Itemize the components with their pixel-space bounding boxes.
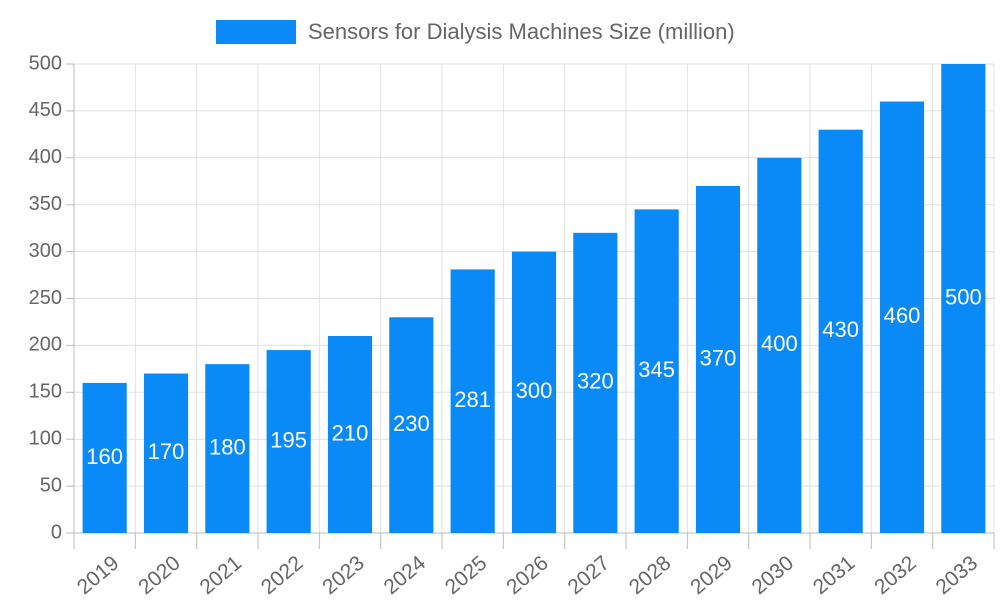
- data-label: 500: [945, 284, 982, 309]
- data-label: 170: [148, 439, 185, 464]
- bar: [450, 269, 495, 533]
- x-tick-label: 2024: [380, 551, 431, 599]
- data-label: 281: [454, 387, 491, 412]
- bar: [634, 209, 679, 533]
- y-tick-label: 100: [29, 427, 62, 449]
- data-label: 180: [209, 434, 246, 459]
- bar: [327, 336, 373, 533]
- bar: [82, 382, 127, 533]
- y-tick-label: 300: [29, 240, 62, 262]
- x-tick-label: 2029: [686, 551, 737, 599]
- y-tick-label: 500: [29, 52, 62, 74]
- y-tick-label: 450: [29, 99, 62, 121]
- y-tick-label: 400: [29, 146, 62, 168]
- bar: [757, 157, 802, 534]
- bar: [573, 232, 618, 533]
- data-label: 370: [700, 345, 737, 370]
- bar: [205, 364, 250, 533]
- bar: [389, 317, 434, 533]
- bar: [941, 64, 986, 533]
- x-tick-label: 2026: [502, 551, 553, 599]
- data-label: 400: [761, 331, 798, 356]
- legend-label: Sensors for Dialysis Machines Size (mill…: [308, 19, 735, 44]
- data-label: 300: [516, 378, 553, 403]
- x-tick-label: 2032: [870, 551, 921, 599]
- x-tick-label: 2031: [809, 551, 860, 599]
- x-tick-label: 2028: [625, 551, 676, 599]
- data-label: 210: [332, 420, 369, 445]
- bar: [695, 185, 741, 533]
- y-tick-label: 50: [40, 474, 62, 496]
- y-tick-label: 150: [29, 381, 62, 403]
- legend-swatch: [216, 20, 296, 44]
- bar: [818, 129, 863, 533]
- bar: [266, 350, 311, 533]
- y-tick-label: 0: [51, 521, 62, 543]
- x-tick-label: 2030: [748, 551, 799, 599]
- x-tick-label: 2019: [73, 551, 124, 599]
- y-tick-label: 250: [29, 287, 62, 309]
- data-label: 320: [577, 369, 614, 394]
- bar: [511, 251, 557, 533]
- x-tick-label: 2021: [196, 551, 247, 599]
- y-tick-label: 350: [29, 193, 62, 215]
- x-tick-label: 2020: [134, 551, 185, 599]
- x-tick-label: 2023: [318, 551, 369, 599]
- x-tick-label: 2033: [932, 551, 983, 599]
- data-label: 160: [86, 444, 123, 469]
- bar: [879, 101, 925, 534]
- bar: [143, 373, 189, 533]
- x-tick-label: 2027: [564, 551, 615, 599]
- data-label: 460: [884, 303, 921, 328]
- data-label: 230: [393, 411, 430, 436]
- x-tick-label: 2022: [257, 551, 308, 599]
- y-tick-label: 200: [29, 334, 62, 356]
- data-label: 195: [270, 427, 307, 452]
- x-tick-label: 2025: [441, 551, 492, 599]
- data-label: 430: [822, 317, 859, 342]
- data-label: 345: [638, 357, 675, 382]
